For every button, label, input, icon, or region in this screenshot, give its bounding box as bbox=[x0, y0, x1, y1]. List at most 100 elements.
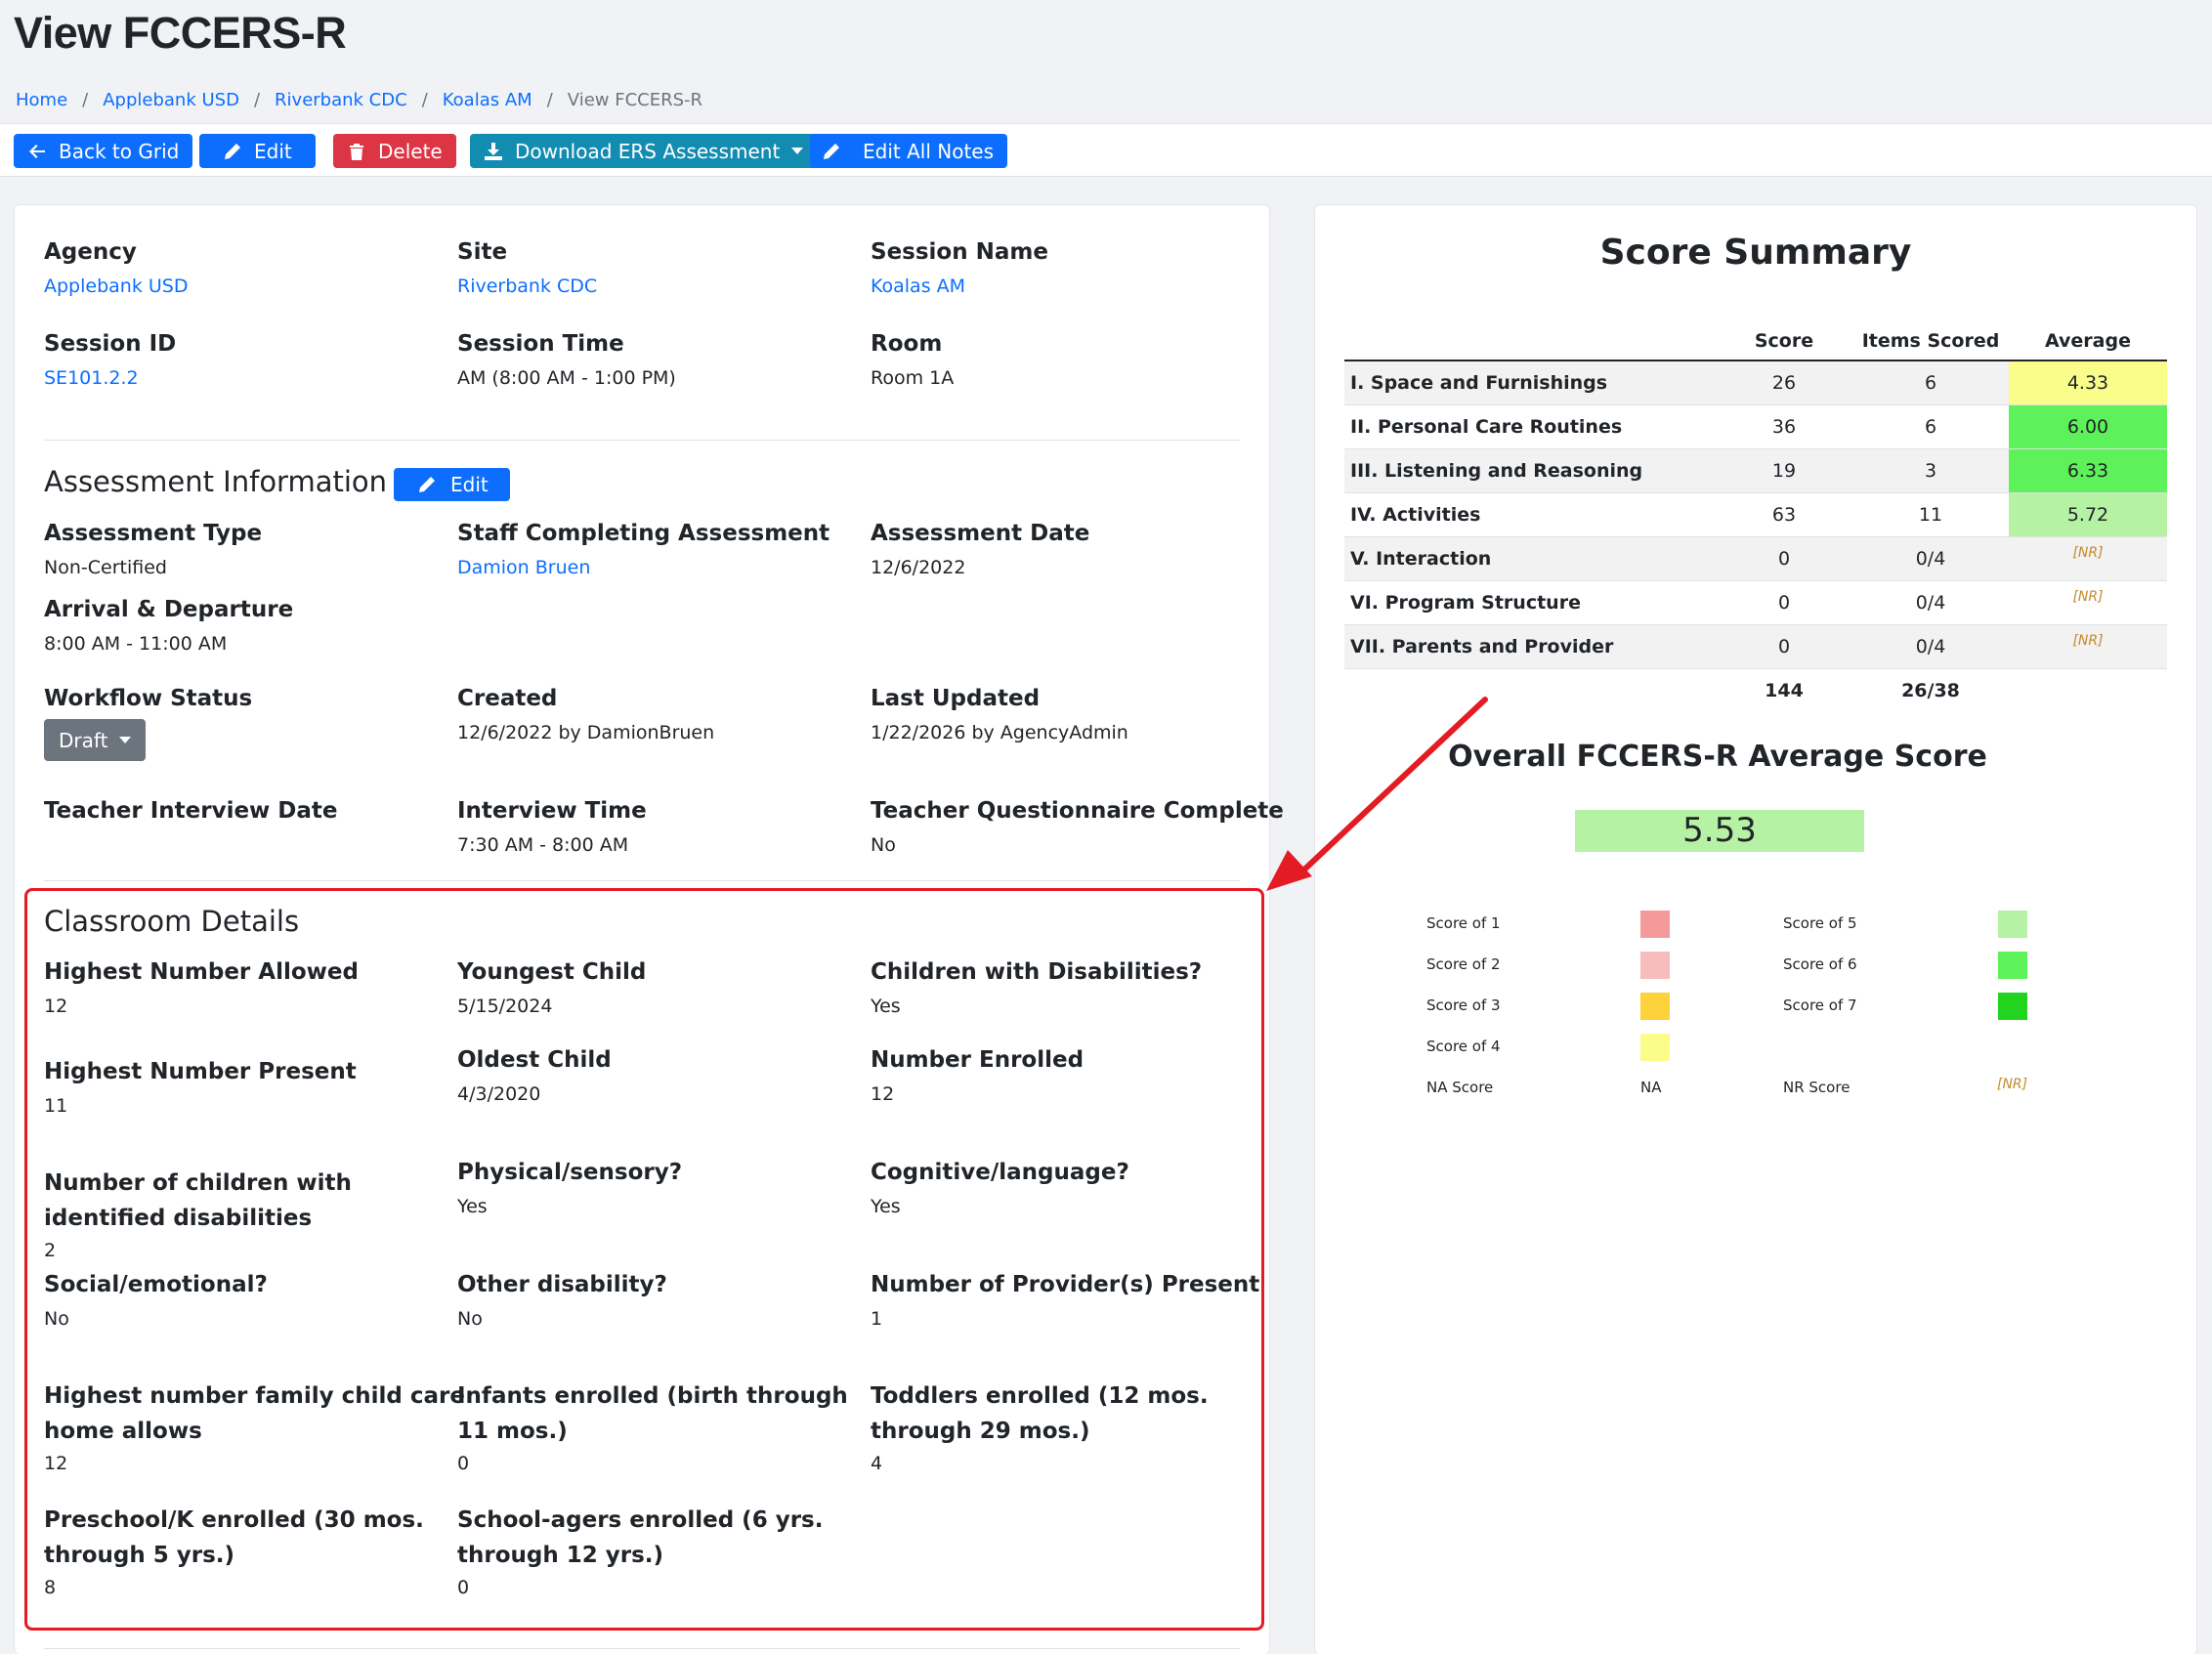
school-agers-enrolled-label-line1: School-agers enrolled (6 yrs. bbox=[457, 1507, 824, 1533]
oldest-child-field: Oldest Child 4/3/2020 bbox=[457, 1042, 612, 1109]
arrow-left-icon bbox=[29, 144, 45, 158]
staff-label: Staff Completing Assessment bbox=[457, 521, 830, 546]
number-with-disabilities-label-line2: identified disabilities bbox=[44, 1206, 313, 1231]
site-link[interactable]: Riverbank CDC bbox=[457, 276, 598, 297]
session-details-card bbox=[14, 204, 1270, 1654]
preschool-enrolled-value: 8 bbox=[44, 1577, 57, 1598]
session-id-label: Session ID bbox=[44, 331, 177, 357]
overall-average-score: 5.53 bbox=[1575, 810, 1864, 852]
staff-link[interactable]: Damion Bruen bbox=[457, 557, 591, 578]
assessment-information-title: Assessment Information bbox=[44, 465, 388, 498]
assessment-date-field: Assessment Date 12/6/2022 bbox=[871, 516, 1089, 582]
number-enrolled-label: Number Enrolled bbox=[871, 1047, 1085, 1073]
toolbar: Back to Grid Edit Delete Download ERS As… bbox=[0, 123, 2212, 177]
breadcrumb-site[interactable]: Riverbank CDC bbox=[275, 90, 407, 110]
other-disability-value: No bbox=[457, 1308, 483, 1330]
legend-score-7-label: Score of 7 bbox=[1783, 997, 1857, 1014]
workflow-status-field: Workflow Status Draft bbox=[44, 681, 252, 761]
subscale-average: 4.33 bbox=[2009, 360, 2167, 404]
highest-number-allowed-field: Highest Number Allowed 12 bbox=[44, 954, 359, 1021]
providers-present-field: Number of Provider(s) Present 1 bbox=[871, 1267, 1259, 1334]
legend-score-1-swatch bbox=[1640, 911, 1670, 938]
agency-label: Agency bbox=[44, 239, 137, 265]
subscale-average: 6.33 bbox=[2009, 447, 2167, 492]
total-average bbox=[2009, 667, 2167, 712]
room-field: Room Room 1A bbox=[871, 326, 954, 393]
social-emotional-value: No bbox=[44, 1308, 69, 1330]
legend-score-2-swatch bbox=[1640, 952, 1670, 979]
subscale-name: II. Personal Care Routines bbox=[1344, 403, 1716, 448]
site-label: Site bbox=[457, 239, 508, 265]
back-to-grid-label: Back to Grid bbox=[59, 139, 180, 163]
subscale-items-scored: 6 bbox=[1852, 403, 2009, 448]
score-summary-title: Score Summary bbox=[1599, 233, 1912, 273]
pencil-icon bbox=[419, 477, 435, 492]
subscale-name: I. Space and Furnishings bbox=[1344, 360, 1716, 404]
score-summary-table: Score Items Scored Average I. Space and … bbox=[1344, 322, 2167, 712]
subscale-average: [NR] bbox=[2009, 579, 2167, 624]
subscale-score: 0 bbox=[1716, 623, 1852, 668]
created-field: Created 12/6/2022 by DamionBruen bbox=[457, 681, 714, 747]
session-id-link[interactable]: SE101.2.2 bbox=[44, 367, 139, 389]
subscale-items-scored: 0/4 bbox=[1852, 579, 2009, 624]
back-to-grid-button[interactable]: Back to Grid bbox=[14, 134, 193, 168]
chevron-down-icon bbox=[119, 737, 132, 743]
subscale-average: 6.00 bbox=[2009, 403, 2167, 448]
number-with-disabilities-value: 2 bbox=[44, 1240, 57, 1261]
subscale-items-scored: 0/4 bbox=[1852, 535, 2009, 580]
legend-score-6-label: Score of 6 bbox=[1783, 955, 1857, 973]
legend-score-1-label: Score of 1 bbox=[1426, 914, 1501, 932]
assessment-type-value: Non-Certified bbox=[44, 557, 167, 578]
download-ers-assessment-dropdown[interactable]: Download ERS Assessment bbox=[470, 134, 818, 168]
subscale-items-scored: 3 bbox=[1852, 447, 2009, 492]
number-with-disabilities-label-line1: Number of children with bbox=[44, 1170, 352, 1196]
other-disability-label: Other disability? bbox=[457, 1272, 667, 1297]
assessment-edit-button[interactable]: Edit bbox=[394, 468, 510, 501]
edit-all-notes-button[interactable]: Edit All Notes bbox=[810, 134, 1008, 168]
room-label: Room bbox=[871, 331, 943, 357]
subscale-name: VI. Program Structure bbox=[1344, 579, 1716, 624]
breadcrumb-session[interactable]: Koalas AM bbox=[442, 90, 532, 110]
subscale-name: IV. Activities bbox=[1344, 491, 1716, 536]
breadcrumb-home[interactable]: Home bbox=[16, 90, 68, 110]
last-updated-value: 1/22/2026 by AgencyAdmin bbox=[871, 722, 1128, 743]
table-total-row: 144 26/38 bbox=[1344, 667, 2167, 712]
legend-score-3-swatch bbox=[1640, 993, 1670, 1020]
overall-average-title: Overall FCCERS-R Average Score bbox=[1448, 740, 1987, 774]
legend-score-4-label: Score of 4 bbox=[1426, 1038, 1501, 1055]
assessment-type-label: Assessment Type bbox=[44, 521, 263, 546]
table-header-row: Score Items Scored Average bbox=[1344, 322, 2167, 361]
breadcrumb-current: View FCCERS-R bbox=[567, 90, 703, 110]
subscale-average: 5.72 bbox=[2009, 491, 2167, 536]
teacher-questionnaire-label: Teacher Questionnaire Complete bbox=[871, 798, 1284, 824]
pencil-icon bbox=[225, 143, 240, 159]
room-value: Room 1A bbox=[871, 367, 955, 389]
cognitive-language-field: Cognitive/language? Yes bbox=[871, 1155, 1129, 1221]
arrival-departure-field: Arrival & Departure 8:00 AM - 11:00 AM bbox=[44, 592, 293, 658]
header-subscale bbox=[1344, 322, 1716, 361]
assessment-edit-label: Edit bbox=[450, 473, 489, 496]
number-with-disabilities-field: Number of children with identified disab… bbox=[44, 1166, 352, 1265]
teacher-interview-date-label: Teacher Interview Date bbox=[44, 798, 338, 824]
infants-enrolled-value: 0 bbox=[457, 1453, 470, 1474]
school-agers-enrolled-field: School-agers enrolled (6 yrs. through 12… bbox=[457, 1503, 823, 1602]
last-updated-label: Last Updated bbox=[871, 686, 1041, 711]
breadcrumb-separator: / bbox=[421, 90, 428, 110]
delete-button[interactable]: Delete bbox=[333, 134, 456, 168]
header-score: Score bbox=[1716, 322, 1852, 361]
agency-field: Agency Applebank USD bbox=[44, 234, 188, 301]
school-agers-enrolled-value: 0 bbox=[457, 1577, 470, 1598]
breadcrumb-agency[interactable]: Applebank USD bbox=[103, 90, 239, 110]
edit-button[interactable]: Edit bbox=[199, 134, 316, 168]
session-name-link[interactable]: Koalas AM bbox=[871, 276, 966, 297]
session-time-label: Session Time bbox=[457, 331, 624, 357]
school-agers-enrolled-label-line2: through 12 yrs.) bbox=[457, 1543, 664, 1568]
infants-enrolled-field: Infants enrolled (birth through 11 mos.)… bbox=[457, 1378, 848, 1478]
session-time-field: Session Time AM (8:00 AM - 1:00 PM) bbox=[457, 326, 676, 393]
highest-number-allowed-label: Highest Number Allowed bbox=[44, 959, 359, 985]
breadcrumb-separator: / bbox=[546, 90, 553, 110]
last-updated-field: Last Updated 1/22/2026 by AgencyAdmin bbox=[871, 681, 1128, 747]
agency-link[interactable]: Applebank USD bbox=[44, 276, 189, 297]
divider bbox=[44, 880, 1240, 881]
workflow-status-dropdown[interactable]: Draft bbox=[44, 719, 147, 761]
